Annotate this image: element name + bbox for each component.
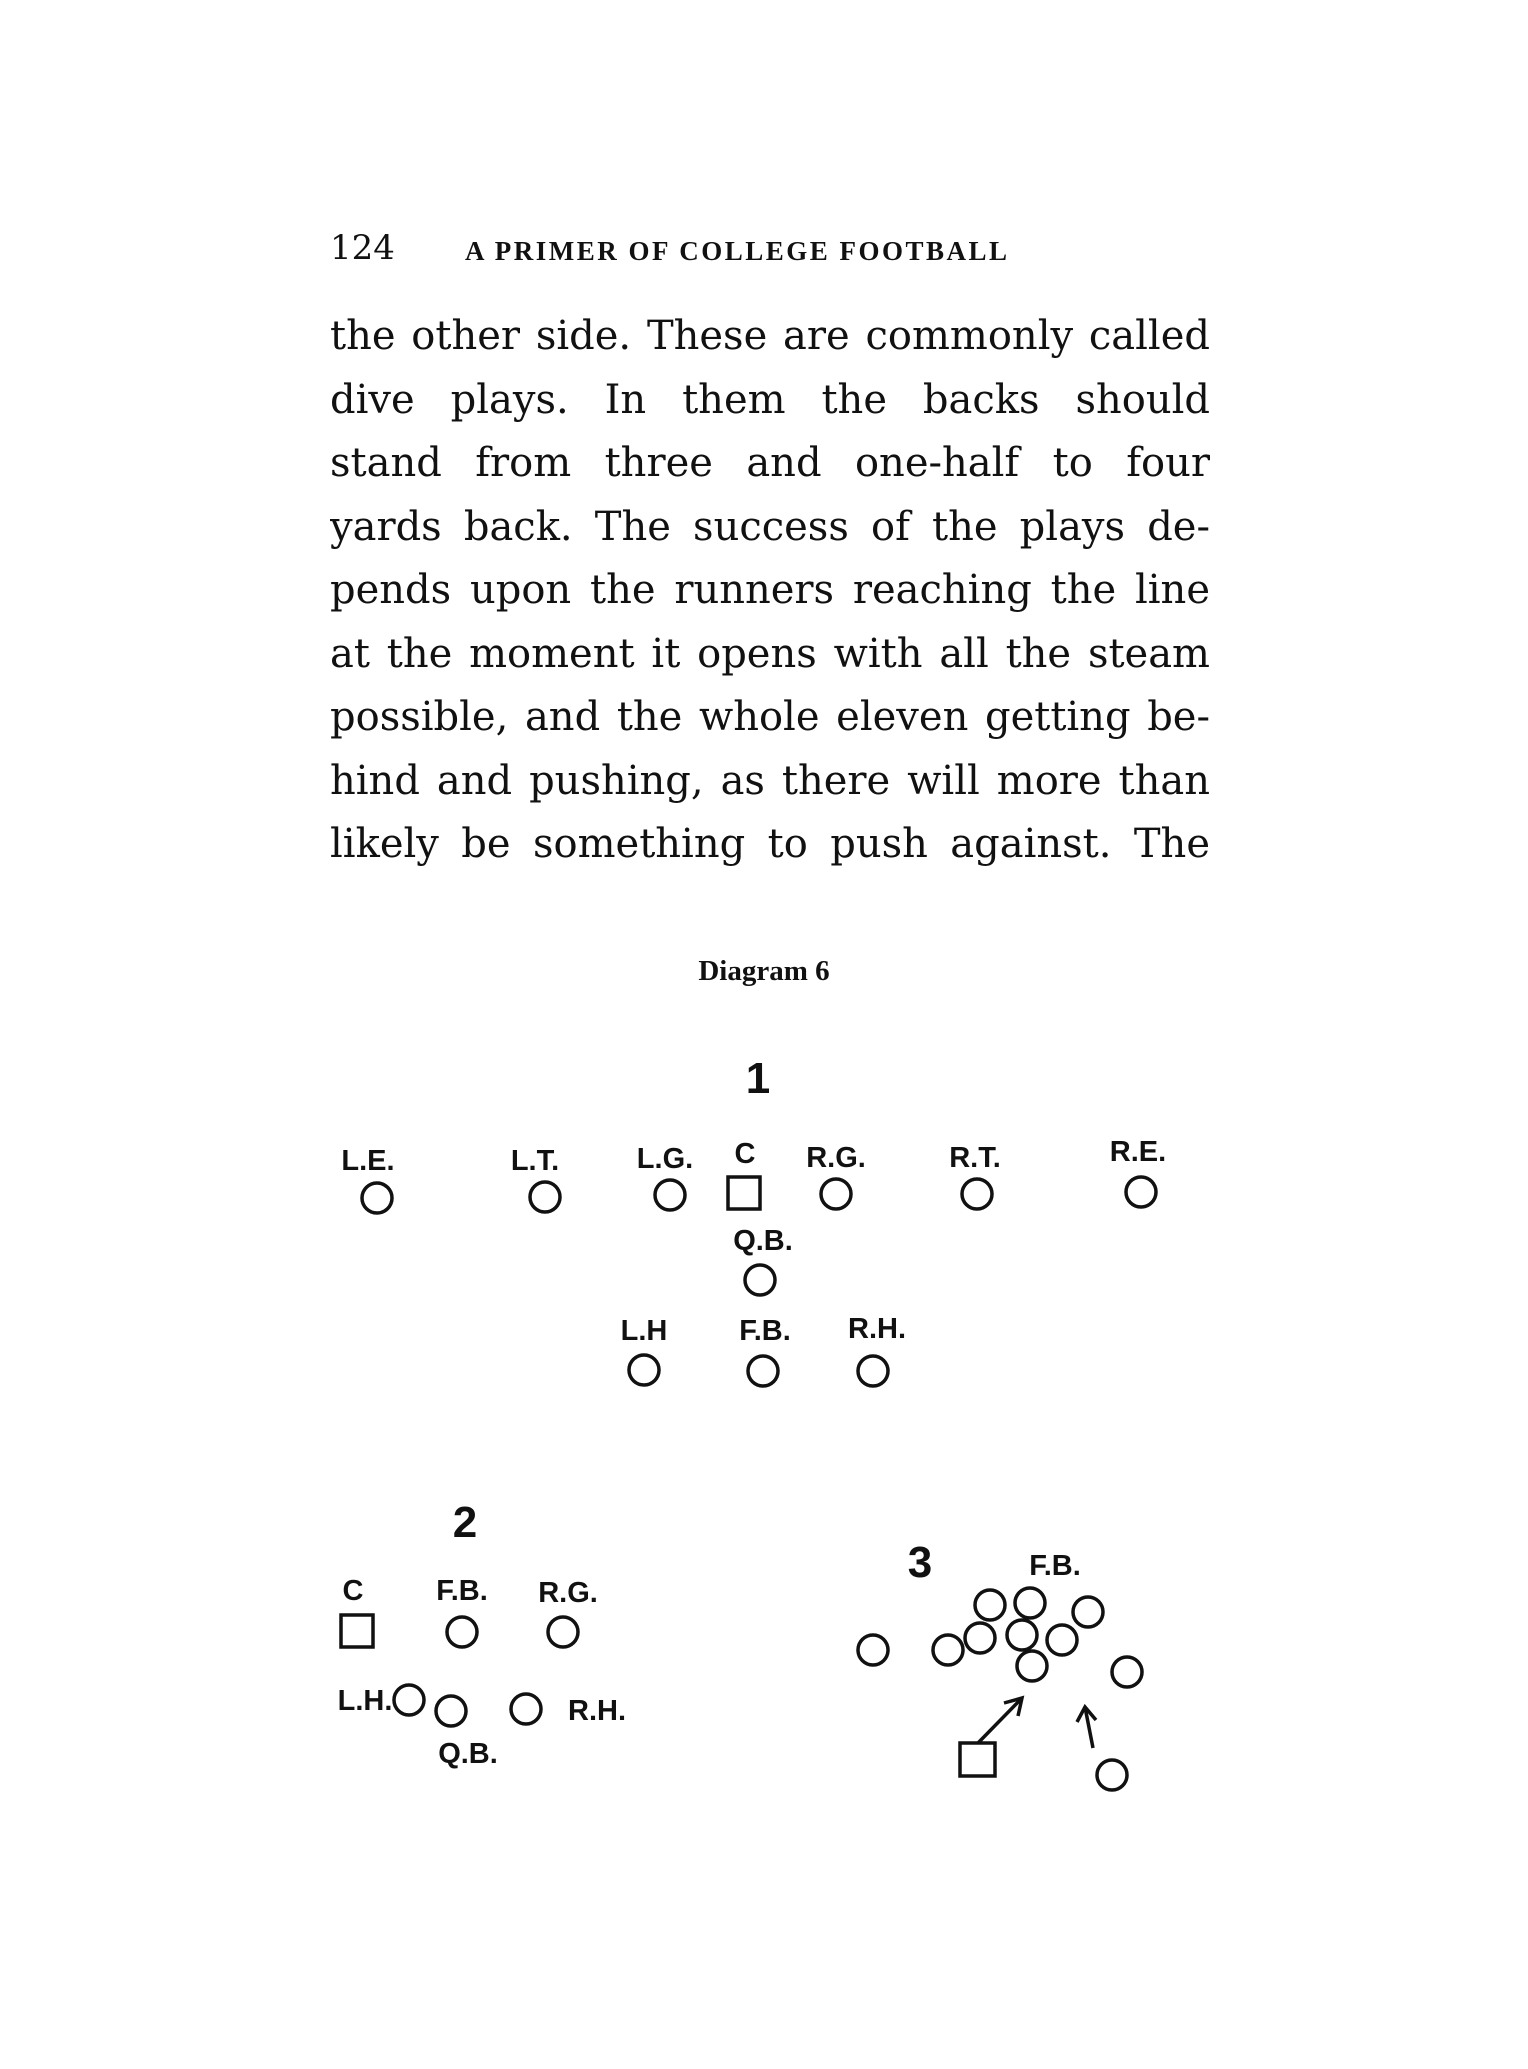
player-label-lh: L.H [621,1315,668,1347]
player-lg [653,1178,687,1212]
player-center [339,1613,375,1649]
player-rg [819,1177,853,1211]
player-rh [856,1354,890,1388]
player-marker [931,1633,965,1667]
player-center [958,1741,997,1778]
player-marker [856,1633,890,1667]
player-label-rh: R.H. [568,1695,626,1727]
player-center [726,1175,762,1211]
arrow-line [976,1696,1024,1745]
text-line: the other side. These are commonly calle… [330,313,1210,359]
text-line: likely be something to push against. The [330,821,1210,867]
player-label-fb: F.B. [436,1575,488,1607]
formation-number: 2 [453,1498,477,1547]
formation-diagram: 1 L.E. L.T. L.G. C R.G. R.T. R.E. Q.B. L… [338,1054,1166,1792]
player-re [1124,1175,1158,1209]
player-rh [509,1692,543,1726]
player-qb [434,1694,468,1728]
formation-number: 1 [746,1054,770,1103]
text-line: dive plays. In them the backs should [330,376,1210,423]
player-label-rg: R.G. [806,1142,866,1174]
player-marker [1015,1649,1049,1683]
text-line: at the moment it opens with all the stea… [330,630,1210,677]
player-lh [627,1353,661,1387]
player-marker [973,1588,1007,1622]
player-rg [546,1615,580,1649]
player-lt [528,1180,562,1214]
text-line: yards back. The success of the plays de- [330,503,1210,550]
formation-2: 2 C F.B. R.G. L.H. Q.B. R.H. [338,1498,626,1770]
player-label-c: C [343,1575,364,1607]
book-title: A PRIMER OF COLLEGE FOOTBALL [465,236,1010,266]
text-line: pends upon the runners reaching the line [330,567,1210,613]
player-fb [445,1615,479,1649]
player-le [360,1181,394,1215]
text-line: hind and pushing, as there will more tha… [330,757,1210,804]
player-marker [963,1621,997,1655]
player-label-rh: R.H. [848,1313,906,1345]
arrow-head [1075,1703,1098,1723]
player-label-rg: R.G. [538,1577,598,1609]
player-marker [1045,1623,1079,1657]
arrow-head [1003,1695,1025,1717]
page-number: 124 [330,228,395,268]
player-marker [1095,1758,1129,1792]
player-label-qb: Q.B. [438,1738,498,1770]
player-label-c: C [735,1138,756,1170]
player-label-qb: Q.B. [733,1225,793,1257]
running-head: 124 A PRIMER OF COLLEGE FOOTBALL [330,228,1210,278]
text-line: possible, and the whole eleven getting b… [330,694,1210,740]
player-label-lg: L.G. [637,1143,693,1175]
player-label-fb: F.B. [739,1315,791,1347]
arrow-line [1083,1706,1095,1749]
player-marker [1071,1595,1105,1629]
player-marker [1110,1655,1144,1689]
player-label-le: L.E. [341,1145,394,1177]
player-fb [746,1354,780,1388]
player-label-re: R.E. [1110,1136,1166,1168]
body-paragraph: the other side. These are commonly calle… [330,305,1210,877]
text-line: stand from three and one-half to four [330,440,1210,486]
formation-number: 3 [908,1538,932,1587]
player-rt [960,1177,994,1211]
formation-3: 3 F.B. [856,1538,1144,1792]
player-label-lh: L.H. [338,1685,393,1717]
player-label-fb: F.B. [1029,1550,1081,1582]
formation-1: 1 L.E. L.T. L.G. C R.G. R.T. R.E. Q.B. L… [341,1054,1166,1388]
player-label-rt: R.T. [949,1142,1001,1174]
player-marker [1013,1586,1047,1620]
player-label-lt: L.T. [511,1145,559,1177]
player-lh [392,1683,426,1717]
player-marker [1005,1618,1039,1652]
diagram-caption: Diagram 6 [698,955,830,987]
player-qb [743,1263,777,1297]
